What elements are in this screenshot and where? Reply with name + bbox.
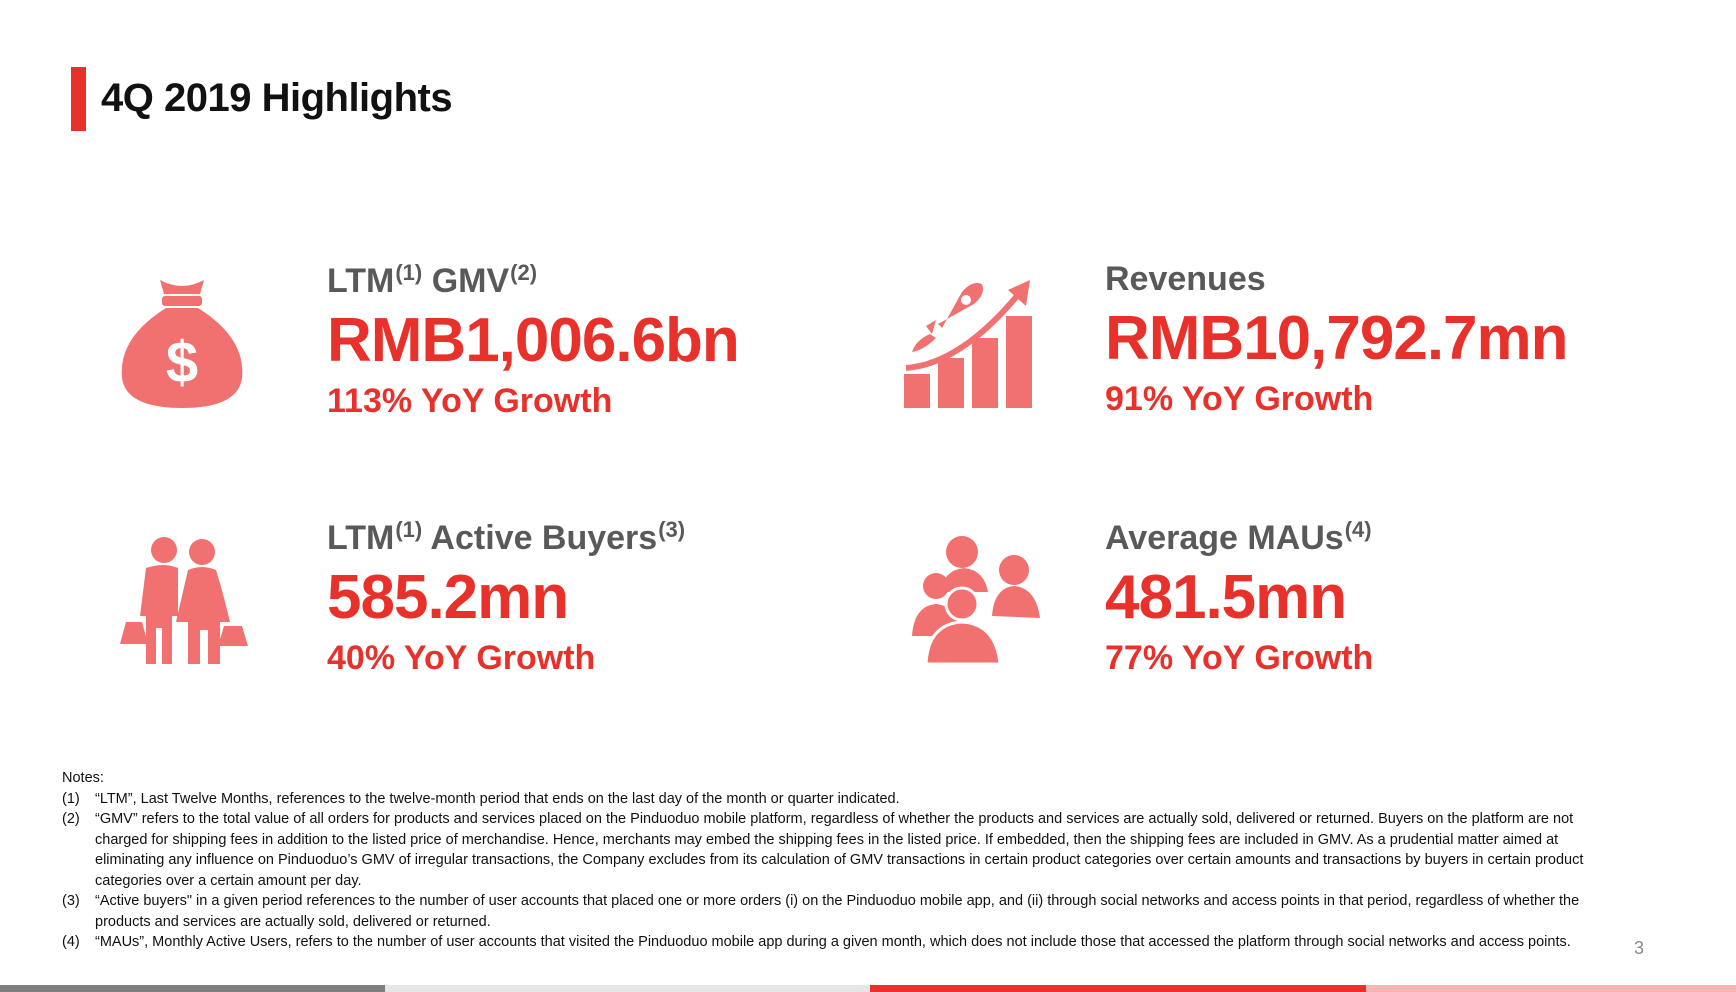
- metric-value: RMB10,792.7mn: [1105, 304, 1569, 373]
- metric-label: LTM(1) GMV(2): [327, 260, 739, 301]
- footer-bar-segment-red: [870, 985, 1366, 992]
- note-number: (2): [62, 811, 80, 827]
- note-item: (2) “GMV” refers to the total value of a…: [62, 809, 1622, 891]
- rocket-growth-chart-icon: [902, 278, 1032, 410]
- footnote-ref: (1): [395, 517, 423, 542]
- footer-bar-segment-pink: [1366, 985, 1736, 992]
- page-title: 4Q 2019 Highlights: [101, 76, 453, 120]
- metric-revenues: Revenues RMB10,792.7mn 91% YoY Growth: [1105, 260, 1569, 419]
- metric-label: Revenues: [1105, 260, 1266, 298]
- note-text: “LTM”, Last Twelve Months, references to…: [95, 790, 900, 807]
- metric-growth: 113% YoY Growth: [327, 382, 613, 420]
- footer-color-bar: [0, 985, 1736, 992]
- footnote-ref: (1): [395, 260, 423, 285]
- metric-growth: 91% YoY Growth: [1105, 380, 1374, 418]
- note-item: (4) “MAUs”, Monthly Active Users, refers…: [62, 932, 1622, 953]
- note-text: “GMV” refers to the total value of all o…: [95, 811, 1584, 889]
- notes-heading: Notes:: [62, 770, 104, 786]
- money-bag-icon: $: [116, 278, 248, 410]
- metric-value: RMB1,006.6bn: [327, 306, 740, 375]
- label-text: LTM: [327, 519, 395, 557]
- svg-text:$: $: [166, 330, 198, 395]
- metric-maus: Average MAUs(4) 481.5mn 77% YoY Growth: [1105, 517, 1373, 678]
- footnote-ref-2: (3): [658, 517, 686, 542]
- note-item: (3) “Active buyers" in a given period re…: [62, 891, 1622, 932]
- note-number: (4): [62, 934, 80, 950]
- shoppers-icon: [116, 536, 248, 668]
- page-number: 3: [1634, 938, 1645, 958]
- metric-growth: 40% YoY Growth: [327, 639, 596, 677]
- label-text-2: GMV: [431, 262, 510, 300]
- group-users-icon: [910, 536, 1042, 666]
- label-text-2: Active Buyers: [430, 519, 658, 557]
- footer-bar-segment-gray: [0, 985, 385, 992]
- footnote-ref: (4): [1344, 517, 1372, 542]
- note-item: (1) “LTM”, Last Twelve Months, reference…: [62, 789, 1622, 810]
- metric-gmv: LTM(1) GMV(2) RMB1,006.6bn 113% YoY Grow…: [327, 260, 740, 421]
- metric-value: 481.5mn: [1105, 563, 1347, 632]
- metric-active-buyers: LTM(1) Active Buyers(3) 585.2mn 40% YoY …: [327, 517, 685, 678]
- note-text: “Active buyers" in a given period refere…: [95, 893, 1580, 930]
- title-accent-bar: [71, 67, 86, 131]
- note-number: (1): [62, 790, 80, 807]
- label-text: LTM: [327, 262, 395, 300]
- metric-label: Average MAUs(4): [1105, 517, 1373, 558]
- metric-value: 585.2mn: [327, 563, 569, 632]
- footer-bar-segment-light: [385, 985, 870, 992]
- note-text: “MAUs”, Monthly Active Users, refers to …: [95, 934, 1571, 950]
- note-number: (3): [62, 893, 80, 909]
- metric-label: LTM(1) Active Buyers(3): [327, 517, 685, 558]
- label-text: Average MAUs: [1105, 519, 1344, 557]
- metric-growth: 77% YoY Growth: [1105, 639, 1374, 677]
- notes-section: Notes: (1) “LTM”, Last Twelve Months, re…: [62, 768, 1622, 953]
- footnote-ref-2: (2): [510, 260, 538, 285]
